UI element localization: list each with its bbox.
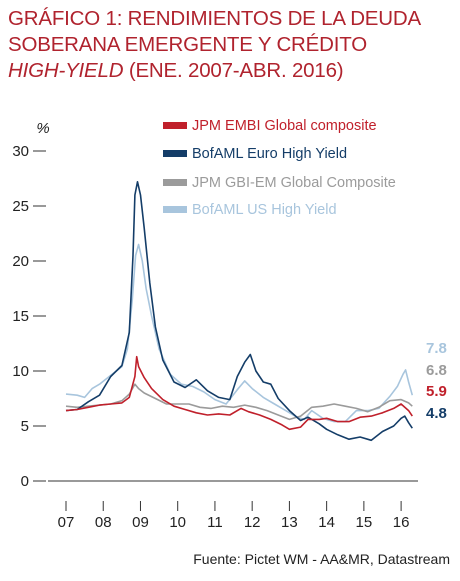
- title-rest: (ENE. 2007-ABR. 2016): [123, 59, 344, 82]
- x-tick-label: 11: [207, 514, 223, 531]
- title-italic: HIGH-YIELD: [8, 59, 124, 82]
- legend-entry: BofAML US High Yield: [192, 202, 337, 218]
- x-tick-label: 09: [132, 514, 149, 531]
- y-tick-label: 20: [12, 253, 29, 270]
- end-label: 7.8: [426, 340, 447, 357]
- x-tick-label: 07: [58, 514, 75, 531]
- y-tick-label: 0: [21, 473, 29, 490]
- title-line-3: HIGH-YIELD (ENE. 2007-ABR. 2016): [8, 58, 456, 84]
- series-line-0: [65, 355, 413, 431]
- title-line-1: GRÁFICO 1: RENDIMIENTOS DE LA DEUDA: [8, 7, 421, 30]
- x-tick-label: 08: [95, 514, 112, 531]
- y-tick-label: 30: [12, 143, 29, 160]
- y-tick-label: 10: [12, 363, 29, 380]
- legend-entry: JPM EMBI Global composite: [192, 118, 377, 134]
- end-labels: 5.9 4.8 6.8 7.8: [426, 340, 447, 422]
- y-tick-label: 25: [12, 198, 29, 215]
- x-tick-label: 13: [281, 514, 298, 531]
- y-tick-label: 5: [21, 418, 29, 435]
- end-label: 6.8: [426, 362, 447, 379]
- x-tick-label: 15: [356, 514, 373, 531]
- y-axis-label: %: [36, 120, 49, 137]
- end-label: 5.9: [426, 383, 447, 400]
- series-line-1: [65, 181, 413, 442]
- series-lines: [65, 181, 414, 442]
- x-tick-label: 10: [169, 514, 186, 531]
- title-line-2: SOBERANA EMERGENTE Y CRÉDITO: [8, 33, 367, 56]
- legend: JPM EMBI Global composite BofAML Euro Hig…: [163, 118, 396, 218]
- legend-entry: BofAML Euro High Yield: [192, 146, 347, 162]
- series-line-2: [65, 383, 413, 421]
- legend-swatch: [163, 122, 187, 129]
- axes: % 0 5 10 15 20 25 30 07 08 09 10 11 12 13 14 15 16: [12, 120, 418, 531]
- legend-swatch: [163, 179, 187, 186]
- legend-swatch: [163, 206, 187, 213]
- y-tick-label: 15: [12, 308, 29, 325]
- legend-swatch: [163, 150, 187, 157]
- source-note: Fuente: Pictet WM - AA&MR, Datastream: [193, 551, 450, 567]
- x-tick-label: 12: [244, 514, 261, 531]
- legend-entry: JPM GBI-EM Global Composite: [192, 175, 396, 191]
- end-label: 4.8: [426, 405, 447, 422]
- series-line-3: [65, 243, 414, 423]
- x-tick-label: 16: [393, 514, 410, 531]
- chart-title: GRÁFICO 1: RENDIMIENTOS DE LA DEUDA SOBE…: [8, 6, 456, 84]
- x-tick-label: 14: [318, 514, 335, 531]
